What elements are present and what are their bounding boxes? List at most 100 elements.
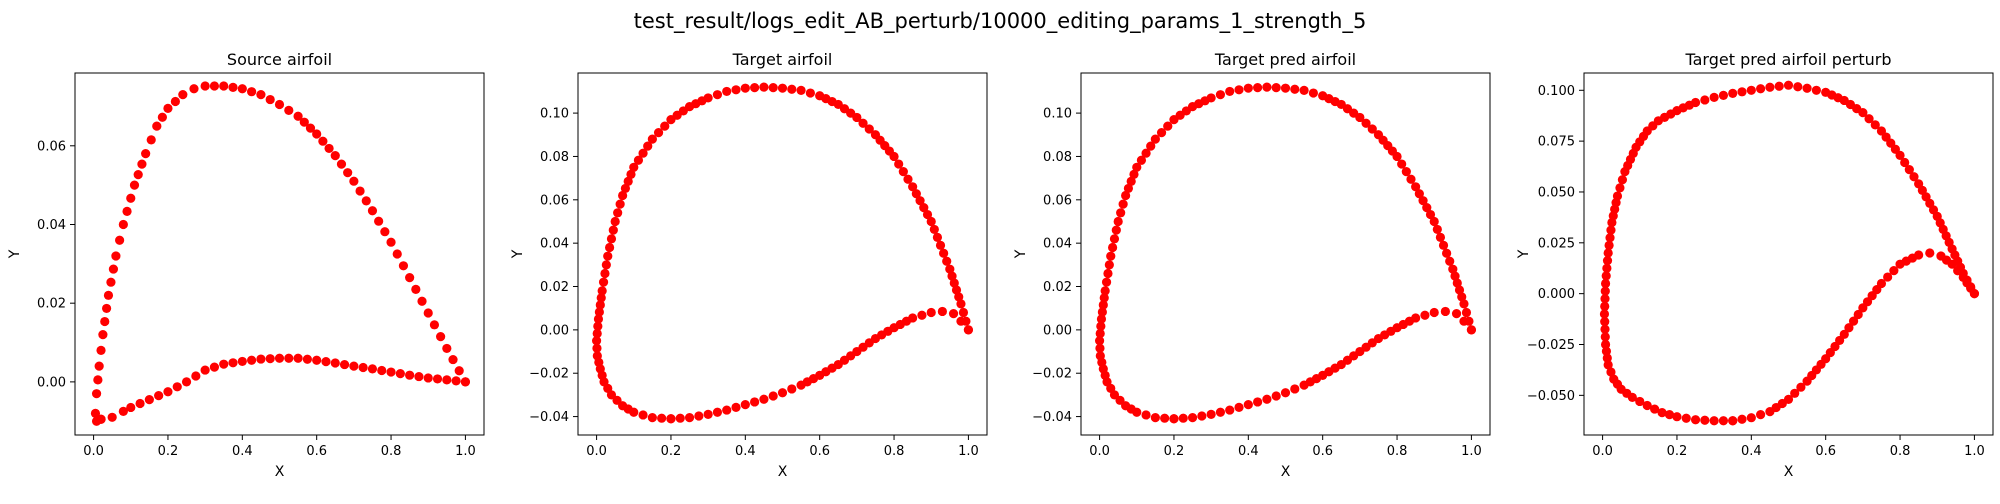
data-point [1098,300,1108,310]
x-tick-label: 0.2 [1164,444,1185,459]
data-point [299,117,309,127]
data-point [1904,165,1914,175]
data-point [1123,183,1134,194]
data-point [1397,159,1407,169]
data-point [1103,268,1113,279]
data-point [620,183,631,194]
data-point [1457,292,1467,302]
data-point [815,91,825,101]
data-point [657,413,667,423]
data-point [608,225,618,235]
data-point [626,169,636,179]
y-tick-label: 0.075 [1538,135,1575,150]
x-axis-label: X [275,464,285,480]
data-point [1440,306,1450,317]
data-point [1262,82,1272,92]
data-point [361,196,371,206]
data-point [618,190,628,201]
axes-frame [74,72,485,436]
data-point [118,219,128,230]
data-point [666,414,676,424]
axes-frame [1583,72,1994,436]
y-tick-label: 0.02 [37,297,66,312]
data-point [1756,84,1766,94]
data-point [666,115,676,125]
data-point [454,366,464,376]
data-point [1664,410,1675,420]
x-tick-label: 0.8 [1387,444,1408,459]
data-point [1420,310,1430,320]
data-point [1620,167,1630,177]
data-point [1657,408,1667,418]
data-point [122,206,132,216]
y-tick-label: 0.00 [37,375,66,390]
data-point [1361,118,1371,128]
data-point [1129,169,1139,179]
x-tick-label: 0.8 [884,444,905,459]
x-axis-label: X [1281,464,1291,480]
x-tick-label: 0.8 [381,444,402,459]
data-point [405,273,415,283]
data-point [660,121,670,131]
data-point [163,387,173,397]
data-point [750,397,760,407]
y-tick-label: 0.00 [1043,323,1072,338]
data-point [189,84,199,94]
data-point [1790,388,1800,398]
data-point [1234,402,1244,412]
data-point [1601,346,1612,356]
data-point [181,377,192,387]
data-point [349,361,359,371]
data-point [629,407,639,417]
airfoil-points [1094,82,1477,424]
data-point [1690,415,1701,425]
data-point [312,355,322,365]
data-point [1132,407,1142,417]
data-point [1672,412,1682,422]
data-point [1635,396,1645,407]
data-point [108,264,119,274]
axes-frame [577,72,988,436]
data-point [1150,134,1160,144]
data-point [1728,416,1738,426]
data-point [1169,115,1179,125]
data-point [163,103,173,114]
data-point [1709,92,1719,102]
data-point [377,365,387,376]
data-point [1160,413,1170,423]
data-point [302,354,312,364]
data-point [917,310,927,320]
data-point [1095,328,1105,339]
data-point [597,286,607,296]
data-point [392,249,402,259]
data-point [1104,260,1114,270]
data-point [922,209,933,220]
data-point [429,320,440,330]
data-point [126,402,136,413]
data-point [1700,415,1710,425]
data-point [1401,167,1411,177]
data-point [106,277,116,287]
data-point [1253,397,1263,407]
data-point [237,356,247,367]
data-point [1600,332,1610,342]
data-point [653,128,664,138]
data-point [858,118,868,128]
data-point [1451,309,1462,319]
data-point [633,155,644,165]
data-point [1604,240,1614,250]
data-point [1627,392,1637,402]
data-point [1435,232,1446,242]
data-point [864,124,874,134]
data-point [948,309,959,319]
y-tick-label: −0.050 [1527,389,1575,404]
data-point [1783,394,1794,405]
data-point [1146,141,1156,151]
y-tick-label: 0.025 [1538,236,1575,251]
data-point [593,314,604,324]
data-point [1718,416,1729,426]
data-point [600,268,610,279]
data-point [293,111,303,121]
data-point [911,189,921,199]
data-point [1737,414,1747,424]
